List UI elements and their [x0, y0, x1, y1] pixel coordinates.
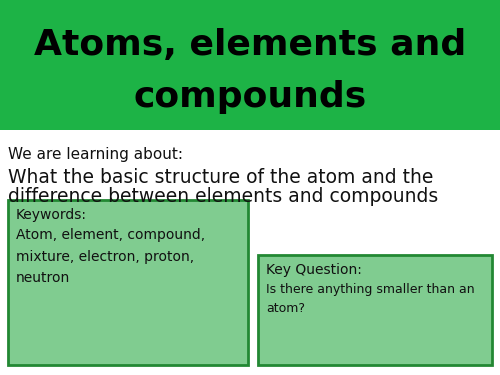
Bar	[258, 255, 492, 365]
Text: Is there anything smaller than an
atom?: Is there anything smaller than an atom?	[266, 283, 474, 315]
Text: difference between elements and compounds: difference between elements and compound…	[8, 187, 438, 206]
Text: Key Question:: Key Question:	[266, 263, 362, 277]
Text: Atom, element, compound,
mixture, electron, proton,
neutron: Atom, element, compound, mixture, electr…	[16, 228, 205, 285]
Text: compounds: compounds	[134, 80, 366, 114]
Bar	[8, 200, 248, 365]
Text: What the basic structure of the atom and the: What the basic structure of the atom and…	[8, 168, 434, 187]
Text: Atoms, elements and: Atoms, elements and	[34, 28, 466, 62]
Text: We are learning about:: We are learning about:	[8, 147, 183, 162]
Bar	[0, 0, 500, 130]
Text: Keywords:: Keywords:	[16, 208, 87, 222]
